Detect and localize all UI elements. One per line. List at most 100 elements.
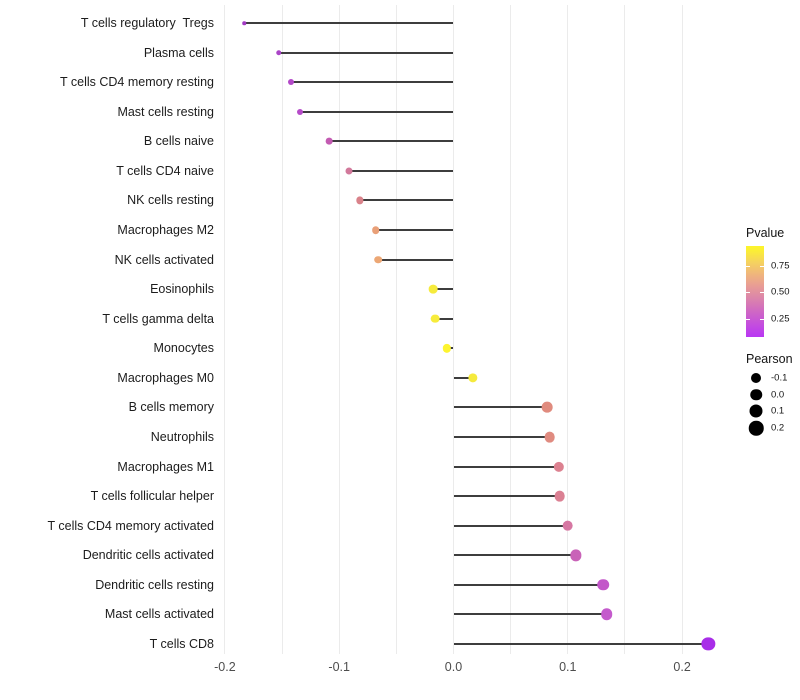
lollipop-stick <box>453 583 604 586</box>
lollipop-stick <box>244 22 454 24</box>
lollipop-dot <box>356 196 364 205</box>
y-axis-label: T cells CD4 naive <box>116 163 214 178</box>
lollipop-stick <box>453 406 548 409</box>
y-axis-label: T cells CD4 memory activated <box>47 518 215 533</box>
lollipop-dot <box>430 314 440 324</box>
gridline <box>624 5 626 654</box>
y-axis-label: T cells CD4 memory resting <box>60 74 214 89</box>
lollipop-stick <box>328 140 454 143</box>
pvalue-tick-mark <box>746 265 750 267</box>
lollipop-dot <box>242 21 247 25</box>
y-axis-label: NK cells activated <box>114 252 214 267</box>
lollipop-dot <box>442 344 451 353</box>
lollipop-stick <box>375 228 454 231</box>
pearson-legend-dot <box>751 373 761 383</box>
x-axis-tick-label: 0.2 <box>673 660 691 674</box>
lollipop-dot <box>597 579 610 591</box>
x-axis-tick-label: -0.1 <box>328 660 350 674</box>
pvalue-tick-mark <box>760 292 764 293</box>
lollipop-dot <box>570 549 582 561</box>
lollipop-stick <box>278 51 454 54</box>
gridline <box>681 5 683 654</box>
pvalue-tick-mark <box>746 292 750 293</box>
pvalue-legend-title: Pvalue <box>746 226 785 240</box>
lollipop-dot <box>562 520 574 532</box>
lollipop-stick <box>453 524 568 527</box>
lollipop-stick <box>453 465 559 468</box>
y-axis-label: T cells CD8 <box>149 636 214 651</box>
y-axis-label: T cells gamma delta <box>102 311 214 326</box>
x-axis-tick-label: 0.0 <box>444 660 463 674</box>
lollipop-dot <box>297 108 304 115</box>
pearson-legend-title: Pearson <box>746 352 793 366</box>
lollipop-stick <box>453 642 709 645</box>
y-axis-label: T cells regulatory Tregs <box>80 15 214 30</box>
y-axis-label: Macrophages M0 <box>117 370 214 385</box>
lollipop-stick <box>432 288 454 291</box>
pearson-legend-dot <box>750 388 762 401</box>
pvalue-colorbar <box>746 246 764 337</box>
y-axis-label: B cells naive <box>143 134 214 149</box>
lollipop-stick <box>349 169 454 172</box>
lollipop-stick <box>359 199 454 202</box>
y-axis-label: Plasma cells <box>143 45 214 60</box>
lollipop-dot <box>701 637 716 651</box>
pvalue-tick-mark <box>746 318 750 320</box>
pearson-legend-dot <box>748 420 764 436</box>
lollipop-stick <box>300 110 454 113</box>
lollipop-dot <box>345 167 353 175</box>
lollipop-dot <box>428 284 438 294</box>
pearson-legend-label: 0.2 <box>771 422 785 434</box>
y-axis-label: Dendritic cells activated <box>82 548 214 563</box>
gridline <box>510 5 512 654</box>
pvalue-tick-label: 0.75 <box>771 259 790 271</box>
x-axis-tick-label: -0.2 <box>214 660 236 674</box>
pvalue-tick-label: 0.25 <box>771 312 790 324</box>
lollipop-dot <box>371 226 380 234</box>
lollipop-stick <box>378 258 454 261</box>
y-axis-label: Dendritic cells resting <box>95 577 214 592</box>
lollipop-dot <box>468 373 478 383</box>
gridline <box>395 5 397 654</box>
gridline <box>338 5 340 654</box>
lollipop-stick <box>453 495 560 498</box>
lollipop-dot <box>544 431 555 443</box>
y-axis-label: Monocytes <box>153 341 214 356</box>
gridline <box>453 5 454 654</box>
y-axis-label: B cells memory <box>128 400 214 415</box>
pearson-legend-label: 0.1 <box>771 405 785 417</box>
pvalue-tick-mark <box>760 265 764 267</box>
lollipop-stick <box>453 376 473 379</box>
lollipop-dot <box>554 490 566 502</box>
lollipop-stick <box>435 317 454 320</box>
gridline <box>567 5 569 654</box>
lollipop-dot <box>541 402 553 413</box>
pvalue-tick-label: 0.50 <box>771 286 790 298</box>
y-axis-label: Mast cells activated <box>104 607 214 622</box>
lollipop-dot <box>325 137 333 145</box>
lollipop-stick <box>453 554 576 557</box>
y-axis-label: NK cells resting <box>127 193 214 208</box>
y-axis-label: Macrophages M2 <box>117 222 214 237</box>
gridline <box>224 5 226 654</box>
pvalue-tick-mark <box>760 318 764 320</box>
gridline <box>281 5 283 654</box>
lollipop-dot <box>275 49 282 56</box>
y-axis-label: Eosinophils <box>150 281 214 296</box>
x-axis-tick-label: 0.1 <box>559 660 577 674</box>
lollipop-dot <box>600 608 613 621</box>
lollipop-stick <box>453 435 550 438</box>
lollipop-dot <box>288 79 295 86</box>
lollipop-dot <box>374 255 382 264</box>
y-axis-label: Neutrophils <box>150 429 214 444</box>
pearson-legend-label: -0.1 <box>771 372 788 384</box>
pearson-legend-label: 0.0 <box>771 388 785 400</box>
lollipop-stick <box>291 81 454 84</box>
y-axis-label: T cells follicular helper <box>90 488 214 503</box>
lollipop-stick <box>453 613 607 616</box>
y-axis-label: Macrophages M1 <box>117 459 214 474</box>
pearson-legend-dot <box>749 404 763 418</box>
y-axis-label: Mast cells resting <box>117 104 214 119</box>
lollipop-dot <box>553 461 564 472</box>
